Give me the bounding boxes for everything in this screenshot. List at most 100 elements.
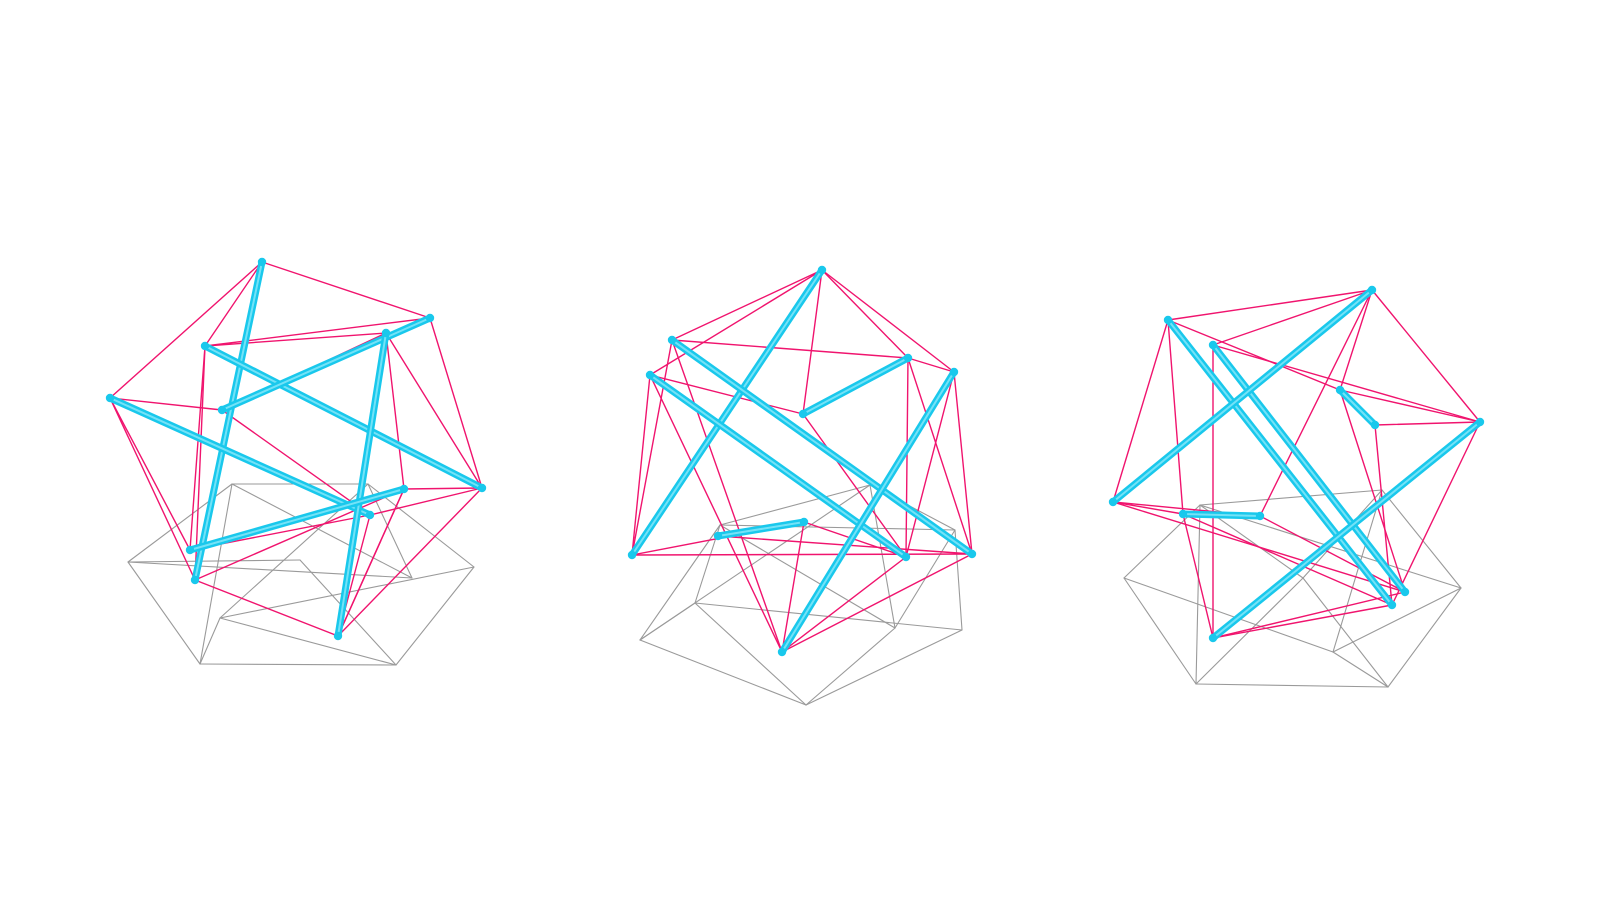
tension-cable xyxy=(1391,421,1481,606)
compression-struts xyxy=(1109,286,1484,642)
tension-cable xyxy=(403,487,483,490)
ground-frame xyxy=(639,484,963,706)
tension-cable xyxy=(194,579,339,637)
ground-frame-edge xyxy=(199,483,233,665)
ground-frame-edge xyxy=(1332,489,1383,653)
tension-cable xyxy=(1212,289,1373,346)
strut-node xyxy=(425,313,435,323)
strut-node xyxy=(1178,509,1188,519)
ground-frame-edge xyxy=(127,483,233,563)
compression-strut-highlight xyxy=(1167,319,1393,606)
tension-cable xyxy=(369,487,483,516)
tension-cable xyxy=(1339,389,1481,423)
tension-cable xyxy=(781,556,907,653)
tension-cable xyxy=(204,332,387,347)
tension-cable xyxy=(337,488,405,637)
strut-node xyxy=(903,353,913,363)
strut-node xyxy=(777,647,787,657)
compression-strut-highlight xyxy=(1212,344,1406,593)
tension-cable xyxy=(1339,389,1406,593)
strut-node xyxy=(1400,587,1410,597)
ground-frame-edge xyxy=(869,484,896,629)
tension-cable xyxy=(1112,501,1184,515)
strut-nodes xyxy=(105,257,487,641)
strut-node xyxy=(185,545,195,555)
strut-node xyxy=(1387,600,1397,610)
strut-node xyxy=(200,341,210,351)
strut-node xyxy=(1367,285,1377,295)
compression-strut-highlight xyxy=(631,269,823,556)
tension-cable xyxy=(631,374,651,556)
strut-node xyxy=(1163,315,1173,325)
compression-strut-highlight xyxy=(1182,513,1261,517)
tension-cable xyxy=(429,317,483,489)
tension-cable xyxy=(821,269,955,373)
ground-frame-edge xyxy=(694,602,807,706)
ground-frame-edge xyxy=(219,617,397,666)
strut-node xyxy=(365,510,375,520)
compression-strut-highlight xyxy=(1112,289,1373,503)
tension-cable xyxy=(189,345,206,551)
ground-frame-edge xyxy=(1302,577,1389,688)
tension-cable xyxy=(631,553,973,556)
compression-strut-highlight xyxy=(337,332,387,637)
compression-strut-highlight xyxy=(194,261,263,581)
tension-cable xyxy=(1259,515,1406,593)
tension-cable xyxy=(261,261,431,319)
compression-strut-highlight xyxy=(204,345,483,489)
tension-cable xyxy=(1182,513,1393,606)
compression-strut-highlight xyxy=(1339,389,1376,426)
tension-cable xyxy=(649,374,783,653)
ground-frame-edge xyxy=(1123,577,1197,685)
strut-node xyxy=(901,552,911,562)
tension-cable xyxy=(385,332,483,489)
tension-cable xyxy=(781,521,805,653)
tension-cable xyxy=(1339,289,1373,391)
ground-frame-edge xyxy=(231,483,413,579)
strut-node xyxy=(1208,340,1218,350)
ground-frame-edge xyxy=(1199,489,1383,506)
tension-cable xyxy=(905,371,955,558)
tension-cable xyxy=(802,269,823,415)
ground-frame-edge xyxy=(199,663,397,666)
strut-node xyxy=(645,370,655,380)
ground-frame xyxy=(1123,489,1462,688)
ground-frame-edge xyxy=(1332,651,1389,688)
ground-frame xyxy=(127,483,475,666)
tension-cable xyxy=(1167,319,1341,391)
tension-cable xyxy=(109,397,223,411)
tension-cable xyxy=(671,339,909,359)
ground-frame-edge xyxy=(1381,489,1462,589)
strut-node xyxy=(333,631,343,641)
ground-frame-edge xyxy=(1332,587,1462,653)
ground-frame-edge xyxy=(719,484,871,526)
compression-struts xyxy=(106,258,486,640)
strut-node xyxy=(1475,417,1485,427)
strut-node xyxy=(477,483,487,493)
compression-struts xyxy=(628,266,976,656)
compression-strut-highlight xyxy=(221,317,431,411)
tension-cable xyxy=(649,374,804,415)
tensegrity-structure-1 xyxy=(105,257,487,666)
strut-node xyxy=(799,517,809,527)
ground-frame-edge xyxy=(639,524,721,641)
strut-node xyxy=(257,257,267,267)
ground-frame-edge xyxy=(805,629,963,706)
tension-cable xyxy=(194,345,206,581)
strut-node xyxy=(190,575,200,585)
ground-frame-edge xyxy=(639,639,807,706)
strut-node xyxy=(217,405,227,415)
strut-node xyxy=(105,393,115,403)
ground-frame-edge xyxy=(127,559,301,563)
tension-cable xyxy=(671,339,783,653)
strut-node xyxy=(381,328,391,338)
tension-cable xyxy=(649,269,823,376)
compression-strut-highlight xyxy=(109,397,371,516)
strut-node xyxy=(667,335,677,345)
strut-nodes xyxy=(1108,285,1485,643)
tension-cable xyxy=(1374,421,1481,426)
tension-cable xyxy=(221,409,371,516)
tension-cable xyxy=(671,269,823,341)
tension-cable xyxy=(1259,289,1373,517)
tension-cable xyxy=(953,371,973,555)
